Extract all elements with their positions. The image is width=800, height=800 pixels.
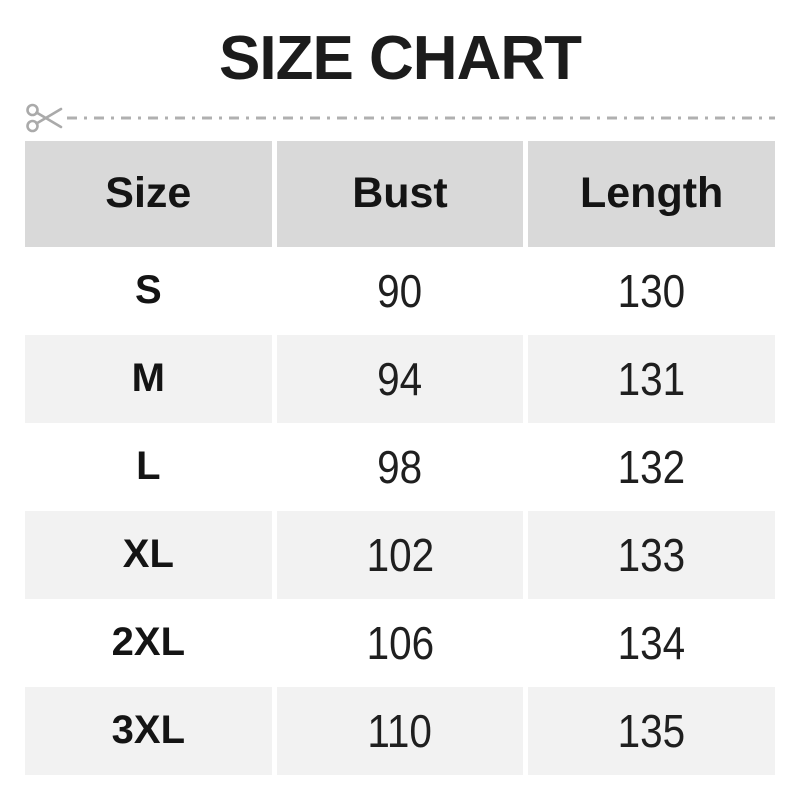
table-row-s: S 90 130 xyxy=(25,247,775,335)
size-cell: M xyxy=(25,334,272,423)
size-cell: 3XL xyxy=(25,686,272,775)
table-header-row: Size Bust Length xyxy=(25,140,775,247)
dashed-cut-line xyxy=(67,116,775,120)
size-cell: S xyxy=(134,268,162,313)
length-cell: 131 xyxy=(528,334,775,423)
column-header-size: Size xyxy=(25,140,272,247)
bust-cell: 102 xyxy=(276,510,524,599)
table-row-2xl: 2XL 106 134 xyxy=(25,599,775,687)
page-title: SIZE CHART xyxy=(219,24,582,93)
bust-cell: 98 xyxy=(377,440,423,493)
bust-cell: 90 xyxy=(377,264,423,317)
size-cell: L xyxy=(136,444,161,489)
cut-line xyxy=(25,99,775,137)
size-cell: XL xyxy=(25,510,272,599)
table-row-l: L 98 132 xyxy=(25,423,775,511)
table-row-xl: XL 102 133 xyxy=(25,510,775,599)
table-row-m: M 94 131 xyxy=(25,334,775,423)
length-cell: 134 xyxy=(617,616,686,669)
bust-cell: 106 xyxy=(366,616,434,669)
length-cell: 133 xyxy=(528,510,775,599)
length-cell: 130 xyxy=(617,264,686,317)
size-cell: 2XL xyxy=(111,620,185,665)
size-table: Size Bust Length S 90 130 M 94 131 L 98 … xyxy=(25,140,775,775)
scissors-icon xyxy=(26,103,63,133)
table-row-3xl: 3XL 110 135 xyxy=(25,686,775,775)
length-cell: 135 xyxy=(528,686,775,775)
length-cell: 132 xyxy=(617,440,686,493)
bust-cell: 110 xyxy=(276,686,524,775)
bust-cell: 94 xyxy=(276,334,524,423)
column-header-bust: Bust xyxy=(276,140,524,247)
column-header-length: Length xyxy=(528,140,775,247)
